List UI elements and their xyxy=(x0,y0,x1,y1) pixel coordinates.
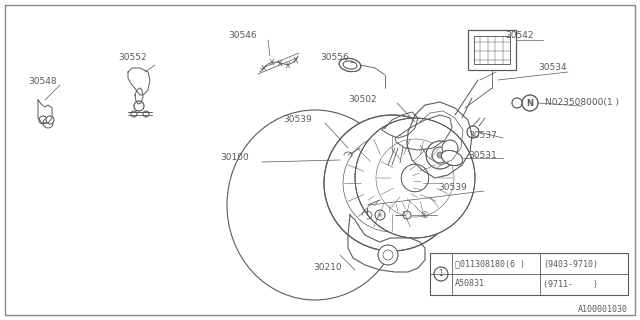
Text: 30539: 30539 xyxy=(283,116,312,124)
Circle shape xyxy=(434,267,448,281)
Circle shape xyxy=(401,167,408,174)
Circle shape xyxy=(378,245,398,265)
Bar xyxy=(468,30,516,70)
Bar xyxy=(474,36,510,64)
Circle shape xyxy=(401,164,429,192)
Circle shape xyxy=(39,116,47,124)
Text: 30210: 30210 xyxy=(313,263,342,273)
Circle shape xyxy=(380,171,404,195)
Text: (9403-9710): (9403-9710) xyxy=(543,260,598,268)
Text: (9711-    ): (9711- ) xyxy=(543,279,598,289)
Circle shape xyxy=(355,118,475,238)
Circle shape xyxy=(387,178,397,188)
Circle shape xyxy=(437,152,443,158)
Circle shape xyxy=(46,116,54,124)
Circle shape xyxy=(401,192,408,198)
Text: 30100: 30100 xyxy=(220,154,249,163)
Circle shape xyxy=(376,192,383,198)
Bar xyxy=(474,36,510,64)
Text: 30534: 30534 xyxy=(538,63,566,73)
Text: A50831: A50831 xyxy=(455,279,485,289)
Ellipse shape xyxy=(339,58,361,72)
Circle shape xyxy=(426,141,454,169)
Text: Ⓡ011308180(6 ): Ⓡ011308180(6 ) xyxy=(455,260,525,268)
Text: 30502: 30502 xyxy=(348,95,376,105)
Text: 1: 1 xyxy=(438,269,444,278)
Circle shape xyxy=(375,210,385,220)
Circle shape xyxy=(131,111,137,117)
Circle shape xyxy=(143,111,149,117)
Circle shape xyxy=(324,115,460,251)
Circle shape xyxy=(376,167,383,174)
Circle shape xyxy=(442,140,458,156)
Text: 30556: 30556 xyxy=(320,53,349,62)
Bar xyxy=(430,253,628,295)
Circle shape xyxy=(370,161,414,205)
Text: 30542: 30542 xyxy=(505,30,534,39)
Text: 30548: 30548 xyxy=(28,77,56,86)
Text: 30537: 30537 xyxy=(468,131,497,140)
Text: 30552: 30552 xyxy=(118,53,147,62)
Circle shape xyxy=(522,95,538,111)
Circle shape xyxy=(134,101,144,111)
Circle shape xyxy=(512,98,522,108)
Bar xyxy=(468,30,516,70)
Circle shape xyxy=(403,211,411,219)
Text: N023508000(1 ): N023508000(1 ) xyxy=(545,99,619,108)
Text: N: N xyxy=(527,99,534,108)
Circle shape xyxy=(467,126,479,138)
Ellipse shape xyxy=(442,150,463,165)
Text: 30539: 30539 xyxy=(438,183,467,193)
Text: 30531: 30531 xyxy=(468,150,497,159)
Ellipse shape xyxy=(343,61,357,69)
Text: ①: ① xyxy=(420,211,428,220)
Text: 30546: 30546 xyxy=(228,30,257,39)
Text: A100001030: A100001030 xyxy=(578,305,628,314)
Circle shape xyxy=(432,147,448,163)
